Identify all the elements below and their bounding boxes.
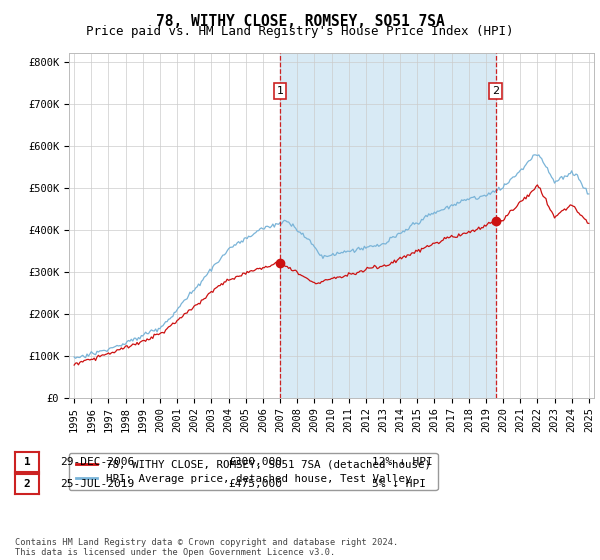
Text: 78, WITHY CLOSE, ROMSEY, SO51 7SA: 78, WITHY CLOSE, ROMSEY, SO51 7SA [155, 14, 445, 29]
Text: 12% ↓ HPI: 12% ↓ HPI [372, 457, 433, 467]
Text: 2: 2 [492, 86, 499, 96]
Legend: 78, WITHY CLOSE, ROMSEY, SO51 7SA (detached house), HPI: Average price, detached: 78, WITHY CLOSE, ROMSEY, SO51 7SA (detac… [69, 453, 437, 491]
Text: Contains HM Land Registry data © Crown copyright and database right 2024.
This d: Contains HM Land Registry data © Crown c… [15, 538, 398, 557]
Text: 29-DEC-2006: 29-DEC-2006 [60, 457, 134, 467]
Text: 2: 2 [23, 479, 31, 489]
Text: Price paid vs. HM Land Registry's House Price Index (HPI): Price paid vs. HM Land Registry's House … [86, 25, 514, 38]
Text: £300,000: £300,000 [228, 457, 282, 467]
Text: 5% ↓ HPI: 5% ↓ HPI [372, 479, 426, 489]
Text: 1: 1 [23, 457, 31, 467]
Text: 25-JUL-2019: 25-JUL-2019 [60, 479, 134, 489]
Text: £475,000: £475,000 [228, 479, 282, 489]
Bar [280, 53, 496, 398]
Text: 1: 1 [277, 86, 283, 96]
